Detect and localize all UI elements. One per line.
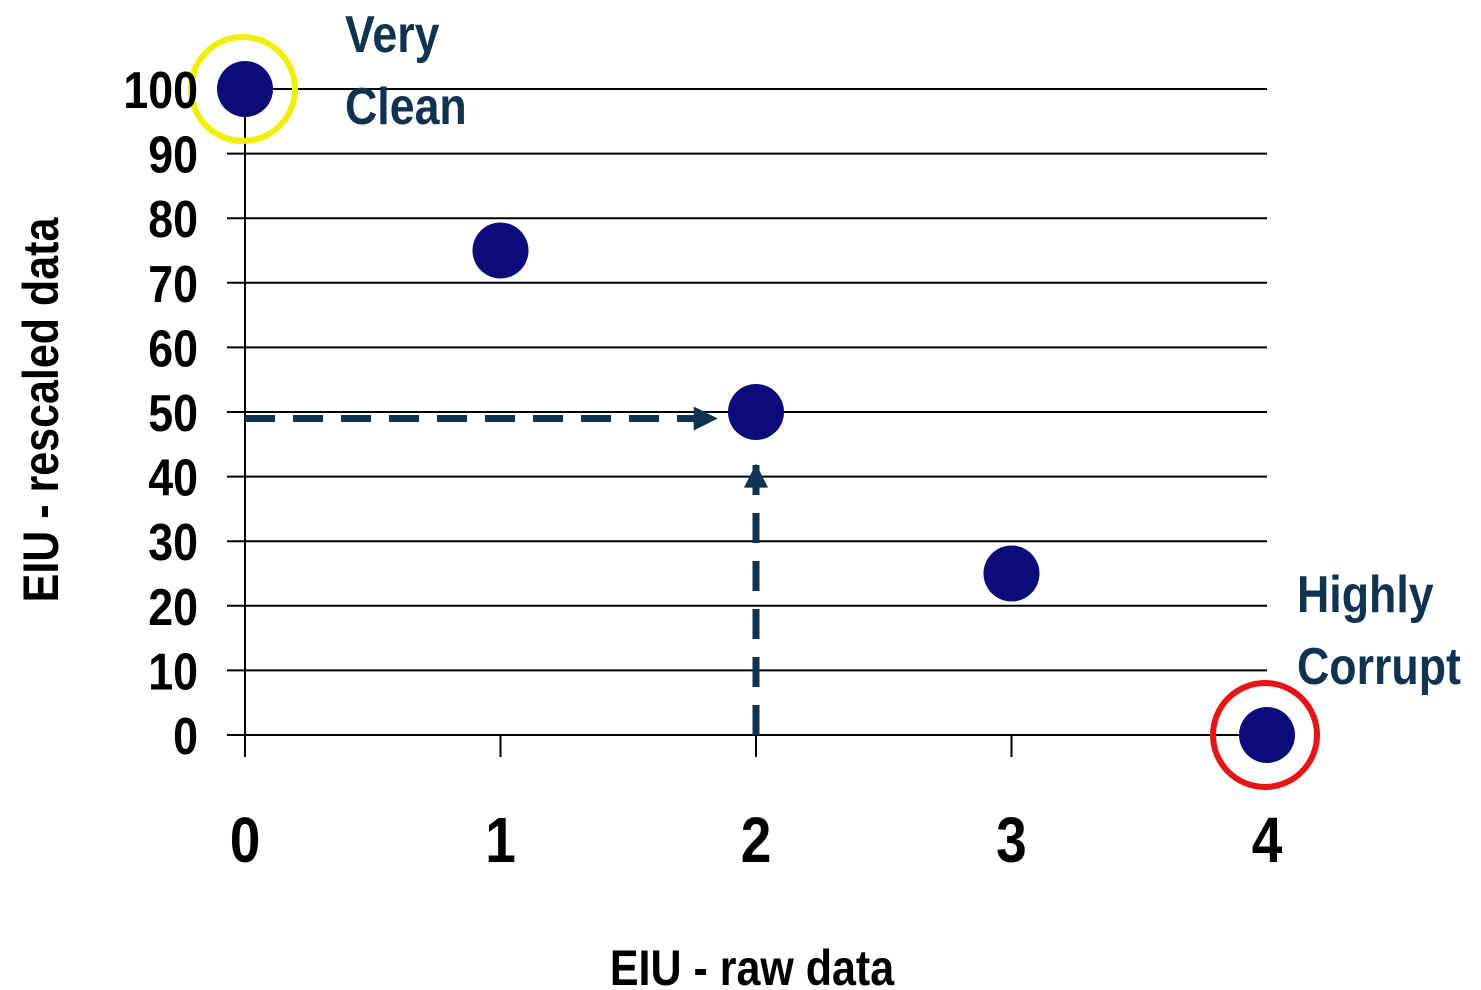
x-tick-label-1: 1 [485, 804, 516, 876]
y-tick-label-40: 40 [148, 449, 198, 507]
y-tick-label-10: 10 [148, 643, 198, 701]
data-point-3 [983, 545, 1040, 602]
highlight-ring-1 [1210, 680, 1320, 790]
x-tick-label-3: 3 [996, 804, 1027, 876]
y-tick-label-60: 60 [148, 320, 198, 378]
annotation-0-line-0: Very [345, 6, 440, 64]
annotation-1-line-1: Corrupt [1297, 638, 1461, 696]
y-tick-label-70: 70 [148, 256, 198, 314]
x-tick-label-2: 2 [741, 804, 772, 876]
data-point-2 [728, 384, 784, 440]
guide-arrowhead-1 [744, 463, 768, 488]
annotation-1: Highly Corrupt [1297, 566, 1461, 696]
guide-arrows [245, 406, 768, 735]
highlight-rings [188, 34, 1320, 790]
annotation-0: Very Clean [345, 6, 467, 136]
annotation-1-line-0: Highly [1297, 566, 1434, 624]
x-axis-title: EIU - raw data [610, 940, 895, 990]
data-point-0 [217, 61, 273, 117]
y-tick-label-20: 20 [148, 579, 198, 637]
highlight-ring-0 [188, 34, 298, 144]
y-axis-title: EIU - rescaled data [13, 217, 69, 603]
y-tick-label-0: 0 [173, 708, 198, 766]
tick-labels: 0 10 20 30 40 50 60 70 80 90 100 0 1 2 3 4 [123, 62, 1282, 876]
y-tick-label-50: 50 [148, 385, 198, 443]
data-points [217, 61, 1295, 763]
y-tick-label-30: 30 [148, 514, 198, 572]
y-tick-label-100: 100 [123, 62, 198, 120]
annotations: Very Clean Highly Corrupt [345, 6, 1461, 696]
y-tick-label-90: 90 [148, 126, 198, 184]
x-tick-label-0: 0 [230, 804, 261, 876]
x-tick-label-4: 4 [1252, 804, 1283, 876]
data-point-4 [1239, 707, 1295, 763]
data-point-1 [472, 222, 529, 279]
annotation-0-line-1: Clean [345, 78, 467, 136]
y-tick-label-80: 80 [148, 191, 198, 249]
guide-arrowhead-0 [693, 406, 718, 431]
